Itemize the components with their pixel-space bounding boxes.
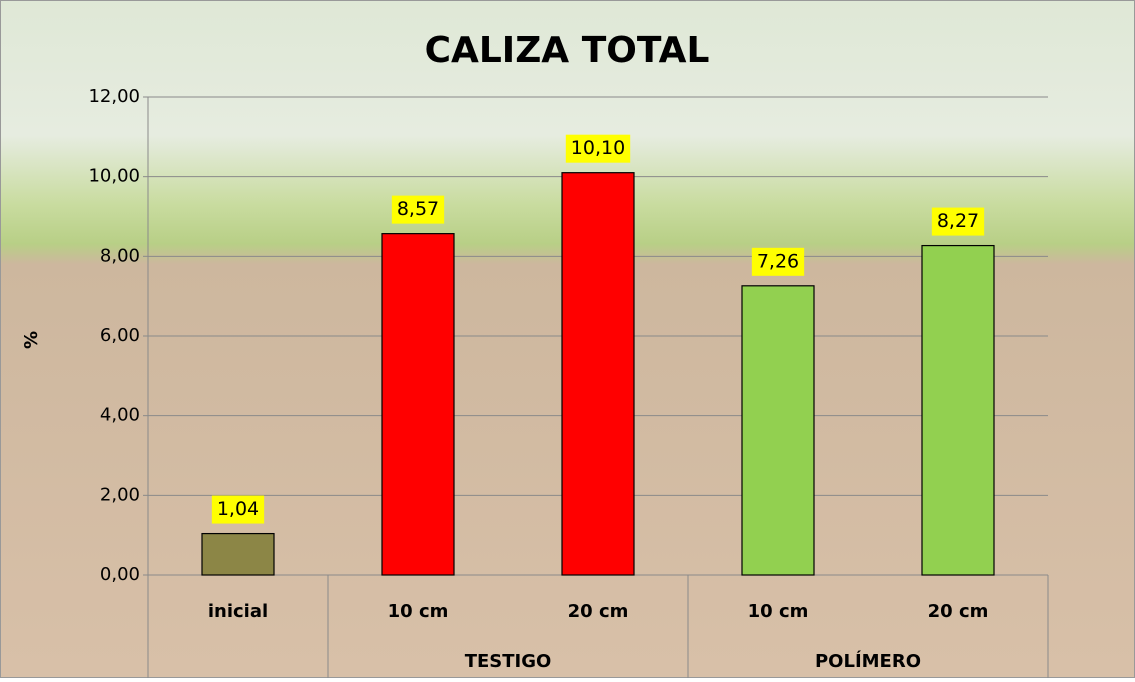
- value-label: 10,10: [571, 137, 625, 159]
- chart: CALIZA TOTAL % 0,00 2,00 4,00 6,00 8,00 10,00…: [0, 0, 1135, 678]
- bar: [382, 234, 454, 575]
- value-label: 1,04: [217, 498, 259, 520]
- bar: [562, 173, 634, 575]
- y-tick-label: 2,00: [100, 484, 140, 505]
- value-label: 8,27: [937, 210, 979, 232]
- x-tick-label: 10 cm: [748, 601, 809, 622]
- y-tick-label: 8,00: [100, 245, 140, 266]
- y-tick-label: 6,00: [100, 325, 140, 346]
- bar: [742, 286, 814, 575]
- y-tick-label: 10,00: [88, 166, 140, 187]
- y-tick-label: 12,00: [88, 86, 140, 107]
- chart-title: CALIZA TOTAL: [425, 30, 710, 71]
- x-tick-label: 20 cm: [928, 601, 989, 622]
- y-tick-label: 0,00: [100, 564, 140, 585]
- x-tick-label: 10 cm: [388, 601, 449, 622]
- group-label: TESTIGO: [465, 651, 552, 672]
- value-label: 8,57: [397, 198, 439, 220]
- x-tick-label: inicial: [208, 601, 268, 622]
- y-tick-label: 4,00: [100, 405, 140, 426]
- value-label: 7,26: [757, 250, 799, 272]
- group-label: POLÍMERO: [815, 650, 921, 672]
- bar: [202, 534, 274, 575]
- y-axis-label: %: [21, 331, 42, 349]
- bar: [922, 246, 994, 575]
- x-tick-label: 20 cm: [568, 601, 629, 622]
